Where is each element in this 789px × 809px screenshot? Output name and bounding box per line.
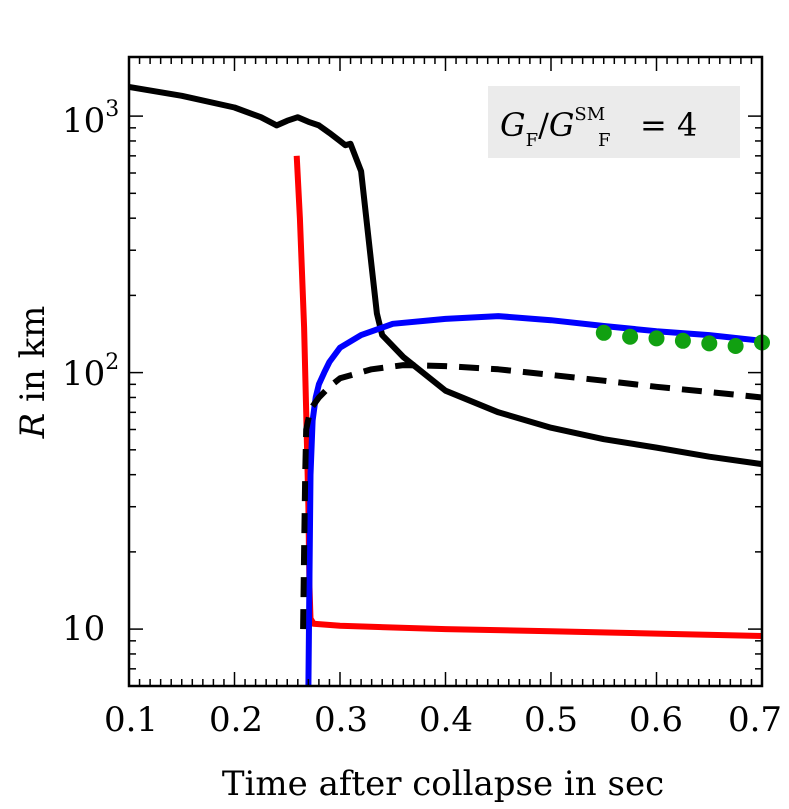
- annotation-background: [488, 86, 740, 158]
- annotation-slash: /: [538, 106, 549, 144]
- xtick-label-0.7: 0.7: [728, 700, 782, 740]
- xtick-label-0.2: 0.2: [209, 700, 263, 740]
- series-4-point-4: [701, 335, 718, 352]
- annotation-f2: F: [598, 130, 611, 151]
- annotation-g2: G: [549, 106, 575, 144]
- xtick-label-0.5: 0.5: [524, 700, 578, 740]
- xtick-label-0.6: 0.6: [629, 700, 683, 740]
- ytick-label-1000: 103: [62, 97, 119, 141]
- series-3-line: [300, 362, 763, 630]
- y-axis-label-unit: in km: [13, 306, 53, 413]
- series-layer: [128, 83, 770, 687]
- plot-frame: [127, 55, 764, 688]
- annotation-g1: G: [500, 106, 526, 144]
- ytick-label-100: 102: [62, 350, 119, 394]
- series-4-point-3: [674, 332, 691, 349]
- y-axis-label-symbol: R: [13, 413, 53, 440]
- annotation-sm: SM: [574, 104, 605, 125]
- xtick-labels: 0.1 0.2 0.3 0.4 0.5 0.6 0.7: [104, 700, 782, 740]
- series-4-point-1: [622, 328, 639, 345]
- xtick-label-0.4: 0.4: [419, 700, 473, 740]
- ytick-label-10: 10: [62, 609, 105, 649]
- series-4-point-5: [727, 338, 744, 354]
- series-0-line: [128, 83, 763, 468]
- annotation-f1: F: [526, 130, 539, 151]
- xtick-label-0.1: 0.1: [104, 700, 158, 740]
- series-4-point-0: [595, 324, 612, 341]
- annotation-equals: = 4: [640, 106, 697, 144]
- annotation-text: GF/GSM F = 4: [500, 104, 697, 151]
- y-axis-label: R in km: [13, 306, 53, 440]
- series-2-line: [305, 313, 763, 687]
- xtick-label-0.3: 0.3: [314, 700, 368, 740]
- annotation-box: GF/GSM F = 4: [488, 86, 740, 158]
- series-4-point-2: [648, 330, 665, 347]
- x-axis-label: Time after collapse in sec: [222, 764, 664, 804]
